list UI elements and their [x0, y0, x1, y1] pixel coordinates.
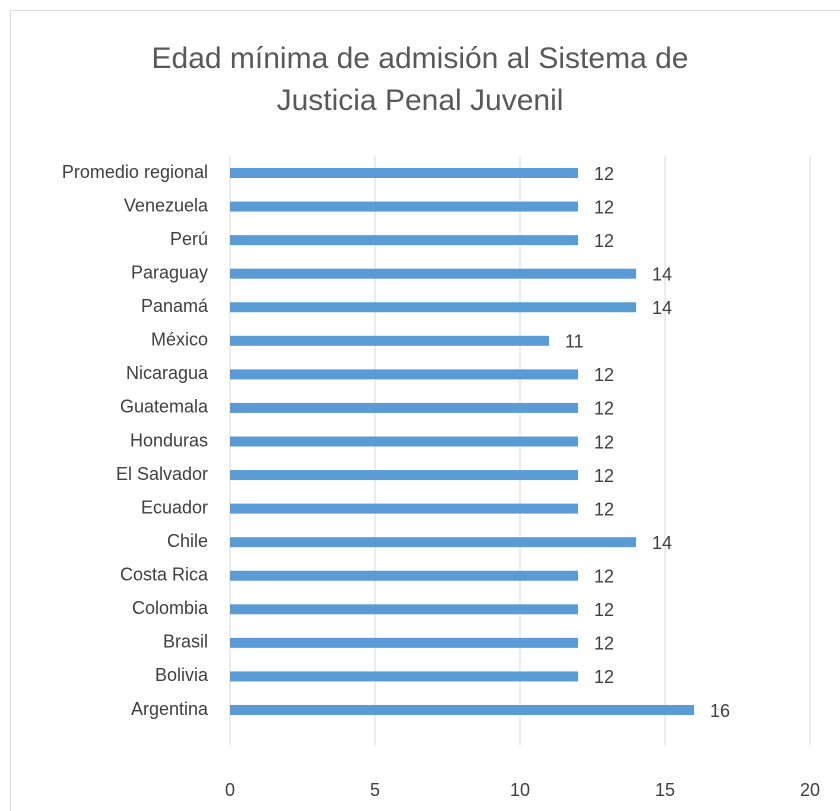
value-label: 12 — [594, 432, 614, 452]
bar — [230, 168, 578, 178]
value-label: 14 — [652, 264, 672, 284]
y-tick-label: Chile — [167, 531, 208, 551]
bar — [230, 570, 578, 581]
bar — [230, 302, 636, 313]
bar — [230, 268, 636, 279]
bar — [230, 235, 578, 246]
x-tick-label: 20 — [800, 780, 820, 800]
value-label: 12 — [594, 600, 614, 620]
value-label: 12 — [594, 499, 614, 519]
bar — [230, 369, 578, 380]
x-tick-label: 10 — [510, 780, 530, 800]
value-label: 12 — [594, 197, 614, 217]
bar — [230, 402, 578, 413]
value-label: 12 — [594, 365, 614, 385]
value-label: 12 — [594, 164, 614, 184]
y-tick-label: México — [151, 330, 208, 350]
bar — [230, 335, 549, 346]
chart-title: Edad mínima de admisión al Sistema de Ju… — [151, 42, 689, 117]
value-label: 11 — [565, 332, 584, 352]
y-tick-label: Colombia — [132, 598, 209, 618]
y-tick-label: El Salvador — [116, 464, 208, 484]
bar — [230, 671, 578, 682]
value-label: 14 — [652, 298, 672, 318]
y-tick-label: Guatemala — [120, 397, 209, 417]
bar — [230, 604, 578, 615]
y-tick-label: Argentina — [131, 699, 209, 719]
bar — [230, 503, 578, 514]
value-label: 12 — [594, 634, 614, 654]
value-label: 12 — [594, 567, 614, 587]
value-label: 12 — [594, 667, 614, 687]
bar — [230, 705, 694, 715]
value-label: 12 — [594, 466, 614, 486]
y-tick-label: Bolivia — [155, 665, 209, 685]
bar — [230, 436, 578, 447]
bar — [230, 470, 578, 481]
value-label: 16 — [710, 701, 730, 721]
bar — [230, 637, 578, 648]
y-tick-label: Nicaragua — [126, 363, 209, 383]
x-tick-label: 15 — [655, 780, 675, 800]
bar — [230, 537, 636, 548]
chart-frame — [10, 10, 840, 811]
value-label: 14 — [652, 533, 672, 553]
y-tick-label: Promedio regional — [62, 162, 208, 182]
value-label: 12 — [594, 399, 614, 419]
y-tick-label: Costa Rica — [120, 565, 209, 585]
y-tick-label: Venezuela — [124, 195, 209, 215]
x-tick-label: 0 — [225, 780, 235, 800]
y-tick-label: Ecuador — [141, 497, 208, 517]
y-tick-label: Panamá — [141, 296, 209, 316]
y-tick-label: Perú — [170, 229, 208, 249]
bar — [230, 201, 578, 212]
value-label: 12 — [594, 231, 614, 251]
y-tick-label: Paraguay — [131, 262, 208, 282]
y-tick-label: Honduras — [130, 430, 208, 450]
y-tick-label: Brasil — [163, 632, 208, 652]
x-tick-label: 5 — [370, 780, 380, 800]
